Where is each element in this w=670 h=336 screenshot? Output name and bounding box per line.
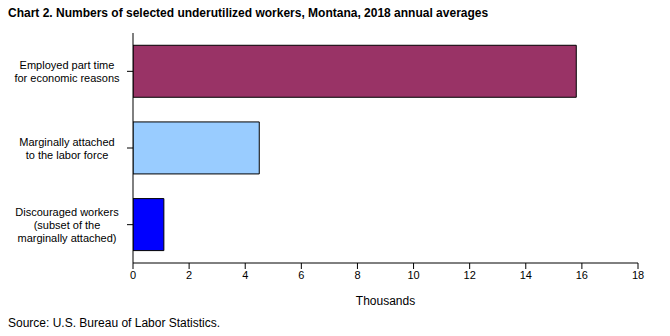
svg-text:14: 14 — [520, 269, 532, 281]
html-text:Chart 2. Numbers of selected u: Chart 2. Numbers of selected underutiliz… — [8, 6, 489, 20]
svg-text:8: 8 — [354, 269, 360, 281]
svg-text:10: 10 — [407, 269, 419, 281]
svg-text:16: 16 — [576, 269, 588, 281]
svg-text:18: 18 — [632, 269, 644, 281]
svg-text:Marginally attachedto the labo: Marginally attachedto the labor force — [19, 136, 114, 161]
svg-text:0: 0 — [130, 269, 136, 281]
svg-text:4: 4 — [242, 269, 248, 281]
svg-text:Discouraged workers(subset of: Discouraged workers(subset of themargina… — [15, 206, 119, 244]
svg-text:12: 12 — [464, 269, 476, 281]
html-text:Source: U.S. Bureau of Labor S: Source: U.S. Bureau of Labor Statistics. — [8, 316, 221, 330]
svg-text:6: 6 — [298, 269, 304, 281]
svg-text:Employed part timefor economic: Employed part timefor economic reasons — [14, 59, 120, 84]
svg-text:2: 2 — [186, 269, 192, 281]
svg-text:Thousands: Thousands — [356, 294, 415, 308]
